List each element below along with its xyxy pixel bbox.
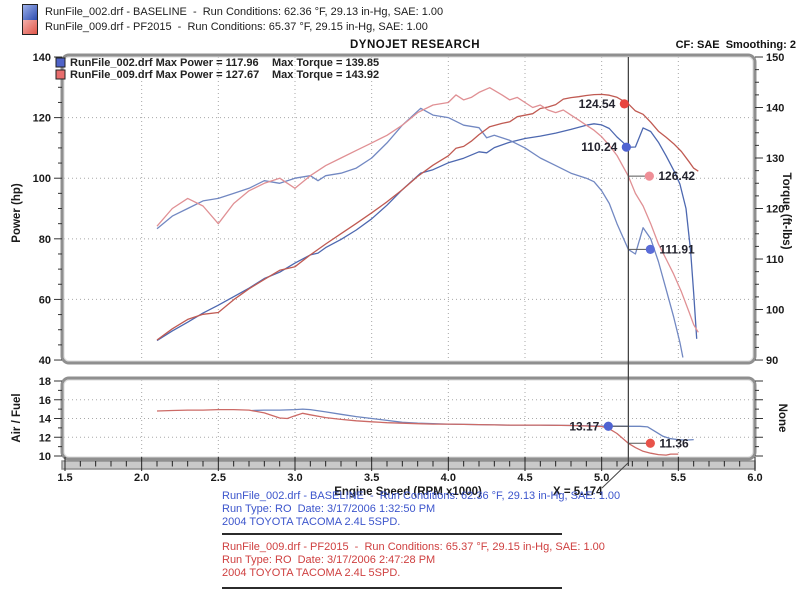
af-tick-label: 12: [39, 432, 51, 444]
footer-separator-1: [222, 533, 562, 535]
footer-baseline-block: RunFile_002.drf - BASELINE - Run Conditi…: [222, 490, 620, 529]
footer-baseline-line1: RunFile_002.drf - BASELINE - Run Conditi…: [222, 490, 621, 502]
power-tick-label: 140: [33, 52, 51, 64]
af-tick-label: 16: [39, 395, 51, 407]
power-axis-title: Power (hp): [11, 183, 23, 243]
x-tick-label: 2.5: [211, 472, 226, 484]
footer-pf2015-line3: 2004 TOYOTA TACOMA 2.4L 5SPD.: [222, 567, 401, 579]
x-tick-label: 1.5: [57, 472, 72, 484]
cursor-x-readout: X = 5.174: [553, 486, 603, 498]
secondary-axis-none-label: None: [776, 404, 788, 433]
x-tick-label: 6.0: [747, 472, 762, 484]
torque-tick-label: 140: [766, 103, 784, 115]
readout-value: 124.54: [579, 97, 616, 111]
brand-title: DYNOJET RESEARCH: [349, 39, 481, 51]
legend-baseline-power: RunFile_002.drf Max Power = 117.96: [70, 57, 259, 69]
power-tick-label: 80: [39, 234, 51, 246]
footer-pf2015-block: RunFile_009.drf - PF2015 - Run Condition…: [222, 541, 605, 580]
baseline-run-label: RunFile_002.drf - BASELINE - Run Conditi…: [45, 6, 444, 18]
airfuel-axis-title: Air / Fuel: [11, 393, 23, 442]
readout-value: 110.24: [581, 140, 617, 154]
main-chart-frame-inner: [63, 56, 754, 362]
torque-tick-label: 110: [766, 254, 784, 266]
af-tick-label: 10: [39, 451, 51, 463]
power-tick-label: 120: [33, 113, 51, 125]
dyno-curves: [156, 87, 699, 358]
top-run-legend: RunFile_002.drf - BASELINE - Run Conditi…: [22, 4, 443, 35]
cursor-leader-line: [601, 462, 629, 489]
readout-value: 11.36: [659, 436, 689, 450]
pf2015-run-label: RunFile_009.drf - PF2015 - Run Condition…: [45, 21, 428, 33]
af-curve-1: [156, 408, 679, 456]
torque-tick-label: 130: [766, 153, 784, 165]
legend-pf2015-torque: Max Torque = 143.92: [272, 69, 379, 81]
x-tick-label: 3.0: [287, 472, 302, 484]
torque-tick-label: 120: [766, 204, 784, 216]
x-tick-label: 5.0: [594, 472, 609, 484]
x-tick-label: 2.0: [134, 472, 149, 484]
power-tick-label: 40: [39, 355, 51, 367]
pf2015-run-swatch: [23, 19, 37, 34]
readout-dot: [619, 99, 629, 109]
curve-2-power: [156, 93, 699, 341]
footer-baseline-line3: 2004 TOYOTA TACOMA 2.4L 5SPD.: [222, 516, 401, 528]
readout-dot: [603, 421, 613, 431]
axis-ticks: [54, 56, 763, 471]
curve-3-torque: [156, 87, 699, 333]
baseline-run-swatch: [23, 5, 37, 20]
readout-value: 13.17: [569, 419, 599, 433]
af-tick-label: 18: [39, 376, 51, 388]
x-axis-bar: [61, 460, 756, 470]
x-tick-label: 3.5: [364, 472, 379, 484]
curve-0-power: [156, 123, 698, 342]
readout-dot: [645, 244, 655, 254]
af-tick-label: 14: [39, 414, 52, 426]
torque-axis-title: Torque (ft-lbs): [780, 172, 792, 249]
airfuel-curves: [156, 408, 694, 456]
x-tick-label: 4.5: [517, 472, 532, 484]
run-swatch-column: [22, 4, 38, 35]
main-plot-bg: [62, 55, 755, 363]
x-tick-label: 5.5: [671, 472, 686, 484]
footer-pf2015-line2: Run Type: RO Date: 3/17/2006 2:47:28 PM: [222, 554, 436, 566]
x-tick-label: 4.0: [441, 472, 456, 484]
readout-dot: [644, 171, 654, 181]
footer-baseline-line2: Run Type: RO Date: 3/17/2006 1:32:50 PM: [222, 503, 436, 515]
legend-pf2015-power: RunFile_009.drf Max Power = 127.67: [70, 69, 259, 81]
readout-dot: [645, 438, 655, 448]
footer-pf2015-line1: RunFile_009.drf - PF2015 - Run Condition…: [222, 541, 605, 553]
gridlines: [64, 57, 753, 457]
torque-tick-label: 100: [766, 305, 784, 317]
chart-legend: RunFile_002.drf Max Power = 117.96 Max T…: [55, 57, 379, 81]
readout-value: 126.42: [658, 169, 695, 183]
cursor-readouts: 124.54 110.24 126.42 111.91 13.17 11.36: [569, 97, 695, 450]
legend-baseline-torque: Max Torque = 139.85: [272, 57, 379, 69]
af-chart-frame-inner: [63, 379, 754, 458]
curve-1-torque: [156, 107, 684, 358]
torque-tick-label: 150: [766, 52, 784, 64]
power-tick-label: 100: [33, 173, 51, 185]
engine-speed-axis-title: Engine Speed (RPM x1000): [334, 486, 482, 498]
legend-swatch-pf2015: [55, 69, 66, 80]
torque-tick-label: 90: [766, 355, 778, 367]
readout-value: 111.91: [659, 242, 695, 256]
smoothing-label: CF: SAE Smoothing: 2: [675, 39, 796, 51]
footer-separator-2: [222, 587, 562, 589]
power-tick-label: 60: [39, 294, 51, 306]
readout-dot: [621, 142, 631, 152]
legend-swatch-baseline: [55, 57, 66, 68]
axis-tick-labels: 40 60 80 100 120 140 90 100 110 120 130 140 150 10 12 1…: [33, 52, 785, 484]
